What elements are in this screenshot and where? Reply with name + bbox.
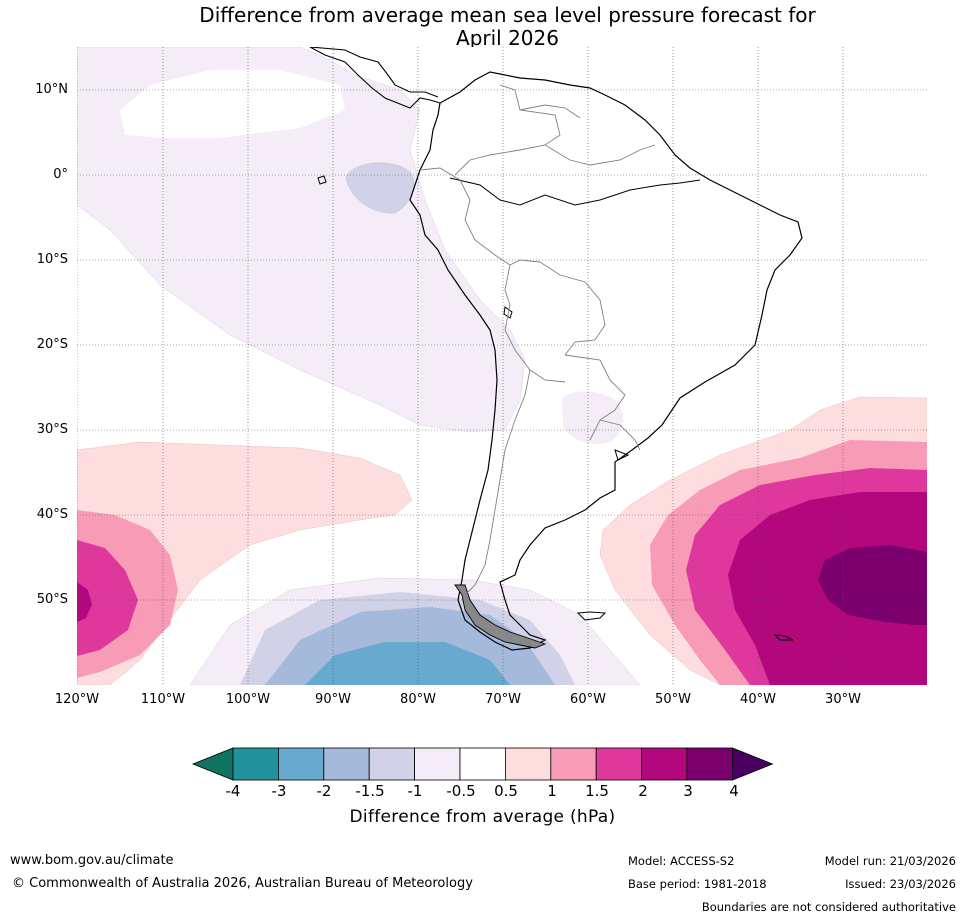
colorbar-tick: -2: [316, 782, 332, 800]
central-america-coastline: [309, 47, 441, 109]
colorbar-tick: 2: [638, 782, 648, 800]
colorbar: [191, 747, 774, 781]
footer-disclaimer: Boundaries are not considered authoritat…: [701, 900, 956, 914]
footer-issued: Issued: 23/03/2026: [845, 877, 956, 891]
lat-label-10s: 10°S: [36, 252, 68, 267]
colorbar-tick: -0.5: [446, 782, 476, 800]
lat-label-30s: 30°S: [36, 422, 68, 437]
colorbar-tick: 4: [729, 782, 739, 800]
south-georgia: [773, 634, 794, 641]
colorbar-swatch: [323, 747, 370, 781]
colorbar-swatch: [368, 747, 416, 781]
colorbar-swatch: [459, 747, 506, 781]
anomaly-contour-minus-2-south-pacific: [305, 642, 510, 685]
amazon-river: [449, 177, 701, 206]
title-line-2: April 2026: [456, 26, 559, 50]
footer-url[interactable]: www.bom.gov.au/climate: [10, 853, 174, 868]
map-plot-area: [77, 47, 927, 685]
colorbar-swatch: [641, 747, 688, 781]
colorbar-tick: -1.5: [355, 782, 385, 800]
colorbar-swatch: [595, 747, 643, 781]
footer-copyright: © Commonwealth of Australia 2026, Austra…: [12, 876, 473, 891]
footer-base-period: Base period: 1981-2018: [628, 877, 767, 891]
colorbar-tick: 0.5: [494, 782, 518, 800]
colorbar-tick: -1: [407, 782, 423, 800]
colorbar-extend-low: [191, 747, 234, 781]
lon-label-110w: 110°W: [140, 692, 186, 707]
colorbar-tick: -4: [225, 782, 241, 800]
anomaly-contour-plus-1-5-west: [77, 540, 138, 656]
country-borders: [419, 84, 656, 596]
colorbar-label: Difference from average (hPa): [349, 807, 616, 827]
colorbar-tick: 1.5: [585, 782, 609, 800]
falkland-islands: [576, 611, 607, 621]
colorbar-tick: 1: [547, 782, 557, 800]
galapagos-islands: [317, 175, 327, 185]
colorbar-tick: -3: [271, 782, 287, 800]
lat-label-40s: 40°S: [36, 507, 68, 522]
lon-label-70w: 70°W: [485, 692, 521, 707]
footer-model: Model: ACCESS-S2: [628, 854, 735, 868]
colorbar-swatch: [232, 747, 279, 781]
title-line-1: Difference from average mean sea level p…: [199, 3, 816, 27]
lat-label-50s: 50°S: [36, 592, 68, 607]
lon-label-120w: 120°W: [54, 692, 100, 707]
anomaly-contour-plus-2-west: [77, 582, 92, 622]
lon-label-50w: 50°W: [655, 692, 691, 707]
colorbar-swatch: [550, 747, 597, 781]
lon-label-100w: 100°W: [225, 692, 271, 707]
lon-label-30w: 30°W: [825, 692, 861, 707]
lon-label-40w: 40°W: [740, 692, 776, 707]
gridlines: [77, 47, 927, 685]
colorbar-extend-high: [732, 747, 774, 781]
river-plate-estuary: [614, 449, 630, 461]
chart-title: Difference from average mean sea level p…: [100, 4, 915, 50]
colorbar-swatch: [414, 747, 461, 781]
anomaly-contour-minus-0-5-uruguay: [562, 391, 624, 445]
colorbar-swatch: [504, 747, 552, 781]
anomaly-contour-minus-0-5-pacific: [77, 47, 526, 433]
lat-label-10n: 10°N: [35, 82, 68, 97]
colorbar-swatch: [686, 747, 733, 781]
lon-label-90w: 90°W: [315, 692, 351, 707]
lake-titicaca: [503, 306, 513, 319]
lon-label-80w: 80°W: [400, 692, 436, 707]
lon-label-60w: 60°W: [570, 692, 606, 707]
tierra-del-fuego: [454, 584, 547, 649]
lat-label-0: 0°: [53, 167, 68, 182]
neutral-region-north: [120, 70, 345, 138]
lat-label-20s: 20°S: [36, 337, 68, 352]
colorbar-swatch: [277, 747, 325, 781]
colorbar-tick: 3: [683, 782, 693, 800]
anomaly-contour-plus-3-east: [818, 545, 927, 625]
south-america-coastline: [409, 71, 803, 651]
footer-model-run: Model run: 21/03/2026: [824, 854, 956, 868]
